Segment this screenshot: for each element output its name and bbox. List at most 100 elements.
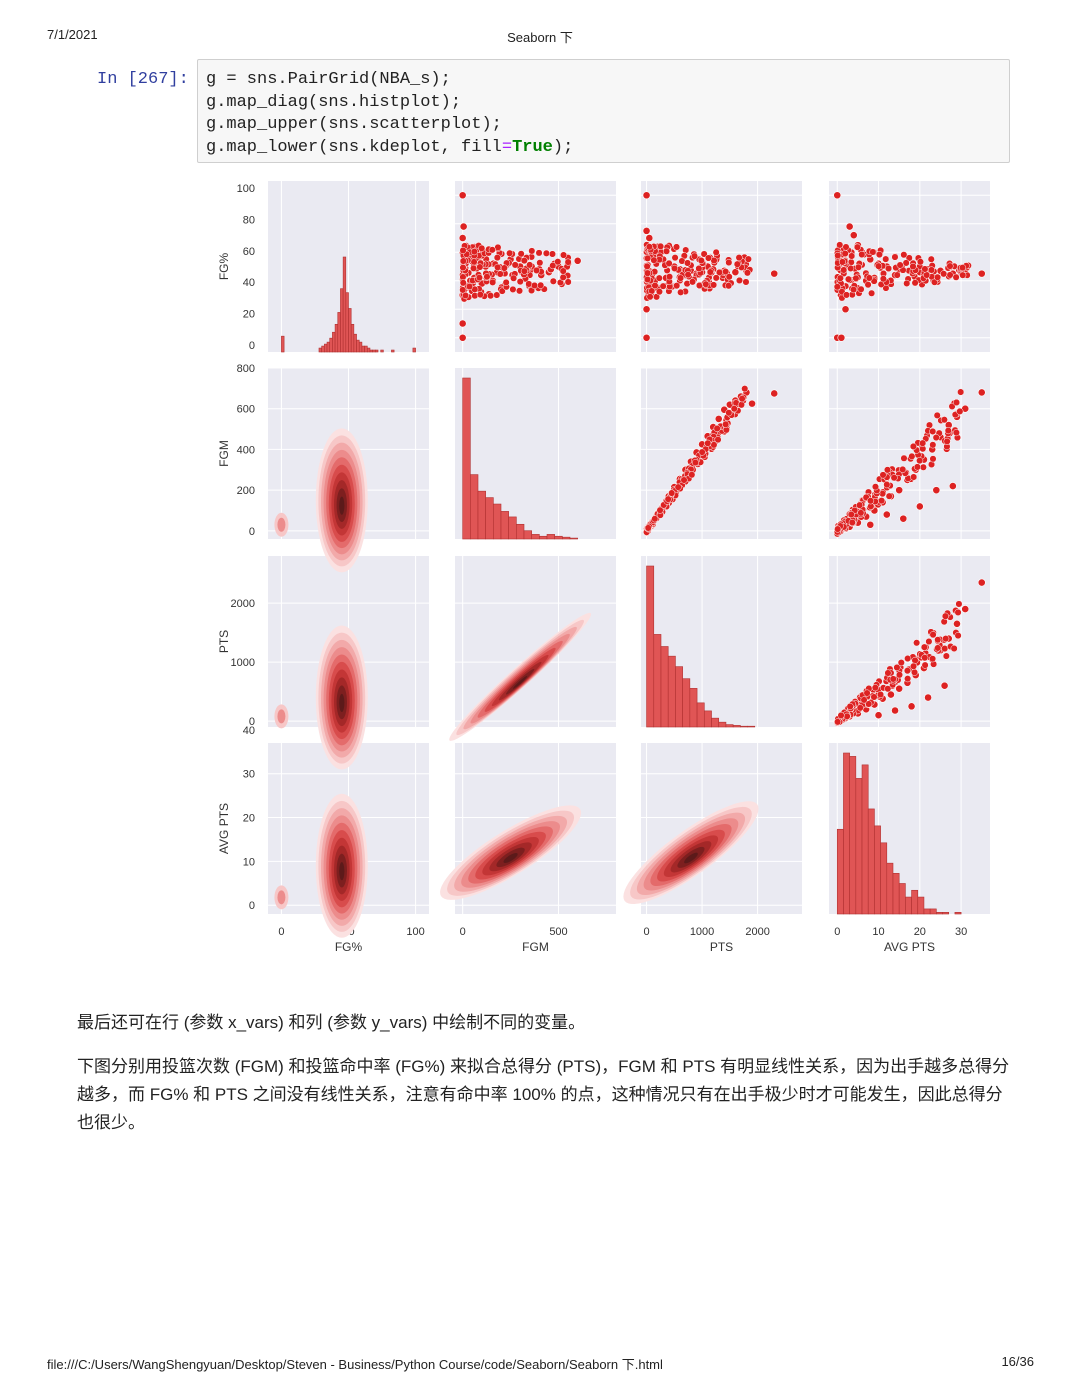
scatter-point — [849, 231, 858, 240]
scatter-point — [909, 662, 918, 670]
scatter-point — [925, 637, 933, 646]
scatter-point — [743, 269, 752, 277]
histogram-bar — [345, 292, 349, 353]
kde-contour — [503, 853, 518, 863]
histogram-bar — [364, 345, 368, 353]
scatter-point — [677, 288, 685, 296]
code-line: g.map_upper(sns.scatterplot); — [206, 115, 502, 134]
x-tick-label: 30 — [955, 926, 967, 938]
scatter-point — [487, 292, 495, 300]
scatter-point — [560, 251, 568, 259]
scatter-point — [564, 258, 572, 266]
scatter-point — [856, 501, 864, 509]
scatter-point — [845, 222, 854, 231]
histogram-bar — [500, 511, 509, 540]
scatter-point — [919, 439, 927, 447]
y-tick-label: 0 — [249, 526, 255, 538]
histogram-bar — [516, 523, 525, 540]
histogram-bar — [747, 725, 756, 728]
histogram-bar — [954, 912, 962, 915]
histogram-bar — [711, 717, 720, 728]
scatter-point — [836, 241, 844, 249]
histogram-bar — [703, 710, 712, 728]
scatter-point — [688, 278, 697, 286]
scatter-point — [952, 273, 960, 281]
page-number: 16/36 — [1001, 1354, 1034, 1369]
histogram-bar — [682, 678, 691, 728]
scatter-point — [932, 434, 940, 442]
scatter-point — [517, 250, 525, 258]
scatter-point — [871, 483, 880, 491]
histogram-bar — [936, 912, 943, 915]
histogram-bar — [412, 347, 416, 353]
y-tick-label: 60 — [243, 246, 255, 258]
scatter-point — [870, 693, 878, 701]
scatter-point — [843, 712, 851, 720]
scatter-point — [730, 405, 738, 413]
scatter-point — [520, 267, 528, 275]
scatter-cloud — [459, 242, 572, 303]
histogram-bar — [874, 825, 881, 915]
scatter-point — [940, 416, 948, 424]
scatter-point — [924, 693, 932, 702]
histogram-bar — [867, 808, 875, 915]
scatter-point — [977, 578, 986, 587]
scatter-point — [891, 253, 899, 261]
y-tick-label: 40 — [243, 725, 255, 737]
scatter-point — [559, 273, 567, 281]
scatter-point — [478, 244, 486, 252]
scatter-point — [954, 632, 962, 640]
scatter-point — [500, 264, 508, 272]
kde-contour — [513, 675, 528, 689]
histogram-bar — [886, 862, 894, 915]
histogram-bar — [477, 490, 486, 540]
histogram-bar — [462, 377, 471, 540]
scatter-point — [909, 442, 917, 450]
scatter-point — [496, 270, 504, 278]
code-cell[interactable]: g = sns.PairGrid(NBA_s); g.map_diag(sns.… — [197, 59, 1010, 163]
scatter-point — [483, 273, 491, 281]
scatter-point — [475, 274, 483, 282]
scatter-point — [865, 700, 873, 708]
scatter-point — [900, 251, 908, 259]
x-tick-label: 10 — [872, 926, 884, 938]
scatter-point — [673, 282, 681, 290]
scatter-point — [642, 191, 651, 200]
scatter-point — [713, 424, 721, 433]
code-line: g = sns.PairGrid(NBA_s); — [206, 70, 451, 89]
scatter-point — [644, 524, 652, 532]
scatter-point — [469, 264, 478, 272]
histogram-bar — [892, 873, 900, 915]
scatter-point — [712, 248, 720, 256]
scatter-point — [695, 264, 703, 273]
scatter-point — [890, 474, 898, 482]
scatter-point — [895, 671, 904, 679]
scatter-point — [489, 278, 497, 286]
kde-contour — [277, 517, 286, 532]
code-line: g.map_diag(sns.histplot); — [206, 92, 462, 112]
scatter-point — [847, 264, 855, 272]
scatter-point — [833, 283, 841, 291]
scatter-point — [913, 639, 921, 647]
scatter-point — [697, 256, 705, 265]
scatter-point — [879, 275, 887, 283]
scatter-point — [710, 281, 718, 289]
code-text: g.map_lower(sns.kdeplot, fill — [206, 137, 502, 157]
scatter-point — [885, 492, 893, 500]
scatter-point — [645, 243, 653, 251]
scatter-point — [929, 655, 937, 663]
scatter-point — [706, 268, 714, 276]
scatter-point — [946, 262, 954, 270]
scatter-point — [909, 262, 917, 271]
scatter-point — [911, 668, 919, 676]
scatter-cloud — [643, 385, 749, 537]
scatter-point — [893, 271, 901, 279]
scatter-point — [470, 248, 478, 256]
histogram-bar — [843, 752, 850, 915]
scatter-point — [644, 254, 652, 262]
scatter-point — [526, 261, 534, 269]
scatter-point — [542, 249, 550, 257]
scatter-point — [536, 259, 544, 267]
kde-contour — [277, 709, 286, 724]
scatter-point — [846, 702, 854, 711]
